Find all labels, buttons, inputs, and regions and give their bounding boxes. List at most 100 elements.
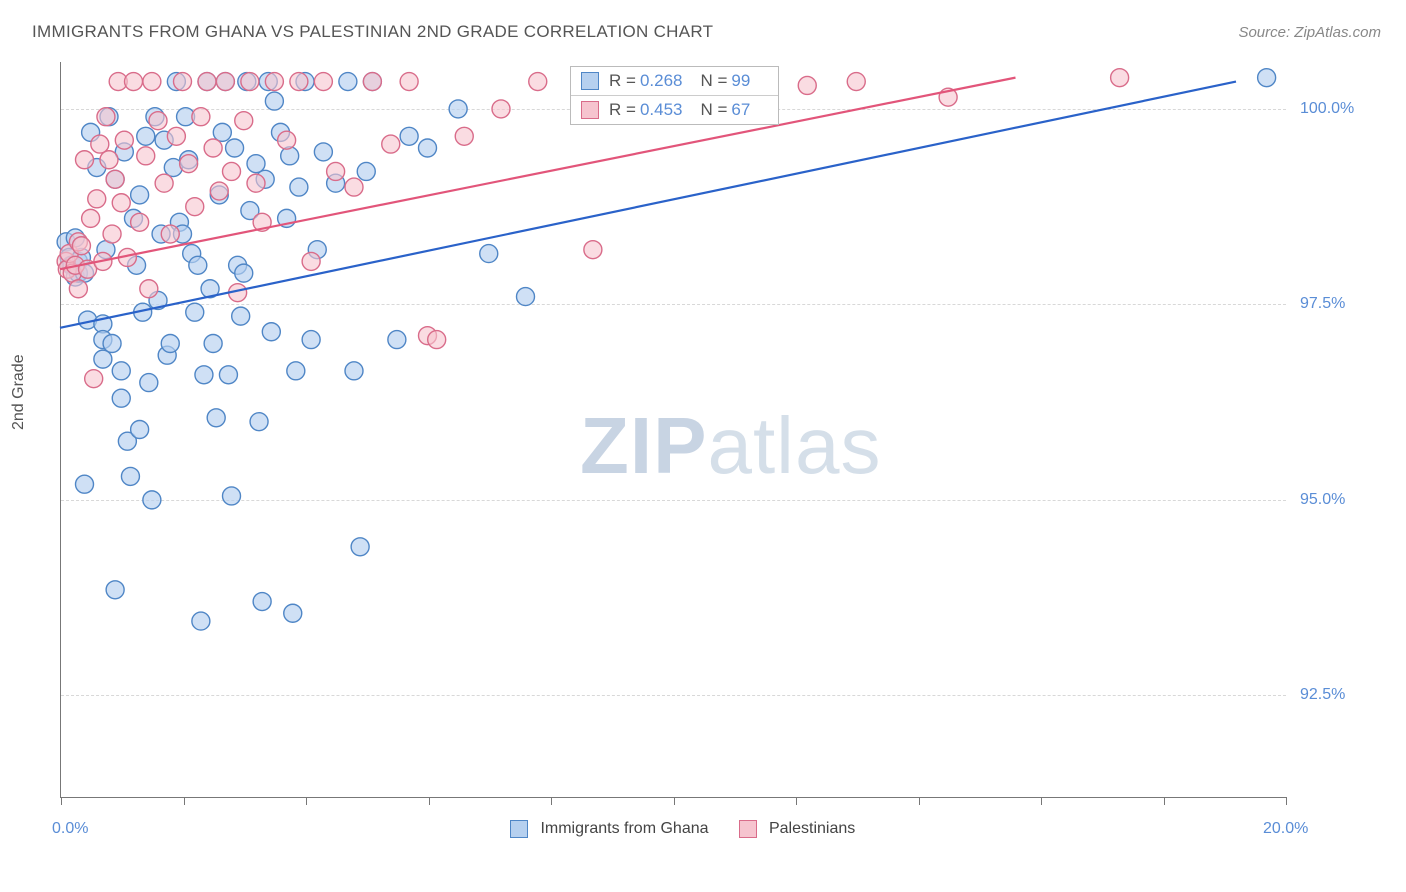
ghana-point	[265, 92, 283, 110]
palestinian-point	[161, 225, 179, 243]
ghana-point	[204, 334, 222, 352]
y-tick-label: 100.0%	[1300, 100, 1354, 118]
ghana-point	[207, 409, 225, 427]
palestinian-swatch-icon	[739, 820, 757, 838]
ghana-point	[94, 350, 112, 368]
palestinian-point	[235, 112, 253, 130]
x-tick	[919, 797, 920, 805]
palestinian-point	[88, 190, 106, 208]
ghana-point	[253, 593, 271, 611]
palestinian-point	[167, 127, 185, 145]
ghana-point	[143, 491, 161, 509]
palestinian-point	[428, 331, 446, 349]
ghana-point	[388, 331, 406, 349]
palestinian-regression-line	[60, 78, 1016, 270]
palestinian-point	[186, 198, 204, 216]
ghana-point	[106, 581, 124, 599]
palestinian-point	[265, 73, 283, 91]
palestinian-point	[798, 76, 816, 94]
palestinian-point	[180, 155, 198, 173]
palestinian-point	[327, 162, 345, 180]
ghana-point	[131, 186, 149, 204]
y-tick-label: 92.5%	[1300, 686, 1345, 704]
x-tick	[674, 797, 675, 805]
x-tick	[184, 797, 185, 805]
chart-title: IMMIGRANTS FROM GHANA VS PALESTINIAN 2ND…	[32, 22, 713, 42]
x-tick	[1164, 797, 1165, 805]
scatter-plot-svg	[60, 62, 1285, 797]
x-tick	[1286, 797, 1287, 805]
palestinian-point	[455, 127, 473, 145]
palestinian-point	[290, 73, 308, 91]
palestinian-swatch-icon	[581, 101, 599, 119]
ghana-point	[449, 100, 467, 118]
palestinian-n-value: 67	[731, 100, 750, 120]
palestinian-point	[529, 73, 547, 91]
x-tick	[306, 797, 307, 805]
ghana-point	[213, 123, 231, 141]
palestinian-point	[115, 131, 133, 149]
ghana-point	[232, 307, 250, 325]
ghana-n-value: 99	[731, 71, 750, 91]
ghana-point	[226, 139, 244, 157]
palestinian-point	[140, 280, 158, 298]
ghana-point	[480, 245, 498, 263]
palestinian-point	[91, 135, 109, 153]
y-tick-label: 97.5%	[1300, 295, 1345, 313]
ghana-legend-label: Immigrants from Ghana	[540, 820, 708, 837]
ghana-point	[262, 323, 280, 341]
palestinian-point	[174, 73, 192, 91]
palestinian-point	[847, 73, 865, 91]
inset-row-palestinian: R = 0.453 N = 67	[571, 96, 778, 124]
ghana-point	[517, 288, 535, 306]
palestinian-point	[125, 73, 143, 91]
palestinian-point	[155, 174, 173, 192]
ghana-point	[112, 362, 130, 380]
ghana-point	[345, 362, 363, 380]
x-tick-label: 20.0%	[1263, 820, 1308, 838]
palestinian-point	[100, 151, 118, 169]
ghana-point	[103, 334, 121, 352]
palestinian-point	[345, 178, 363, 196]
legend-item-palestinian: Palestinians	[739, 820, 856, 838]
ghana-point	[281, 147, 299, 165]
palestinian-r-value: 0.453	[640, 100, 683, 120]
ghana-point	[247, 155, 265, 173]
bottom-legend: Immigrants from Ghana Palestinians	[510, 820, 855, 838]
ghana-point	[112, 389, 130, 407]
palestinian-point	[198, 73, 216, 91]
ghana-point	[121, 467, 139, 485]
ghana-point	[419, 139, 437, 157]
palestinian-point	[76, 151, 94, 169]
x-tick	[1041, 797, 1042, 805]
n-label: N =	[700, 71, 727, 91]
ghana-point	[284, 604, 302, 622]
ghana-swatch-icon	[581, 72, 599, 90]
legend-item-ghana: Immigrants from Ghana	[510, 820, 709, 838]
y-axis-title: 2nd Grade	[10, 354, 28, 430]
palestinian-point	[302, 252, 320, 270]
palestinian-point	[137, 147, 155, 165]
ghana-point	[351, 538, 369, 556]
y-tick-label: 95.0%	[1300, 491, 1345, 509]
palestinian-point	[192, 108, 210, 126]
palestinian-point	[103, 225, 121, 243]
palestinian-point	[278, 131, 296, 149]
palestinian-point	[97, 108, 115, 126]
ghana-r-value: 0.268	[640, 71, 683, 91]
ghana-point	[186, 303, 204, 321]
ghana-point	[140, 374, 158, 392]
inset-row-ghana: R = 0.268 N = 99	[571, 67, 778, 96]
palestinian-point	[143, 73, 161, 91]
palestinian-point	[584, 241, 602, 259]
ghana-point	[189, 256, 207, 274]
palestinian-point	[1111, 69, 1129, 87]
palestinian-point	[69, 280, 87, 298]
ghana-swatch-icon	[510, 820, 528, 838]
palestinian-point	[223, 162, 241, 180]
ghana-point	[314, 143, 332, 161]
n-label: N =	[700, 100, 727, 120]
palestinian-point	[382, 135, 400, 153]
ghana-point	[76, 475, 94, 493]
r-label: R =	[609, 100, 636, 120]
